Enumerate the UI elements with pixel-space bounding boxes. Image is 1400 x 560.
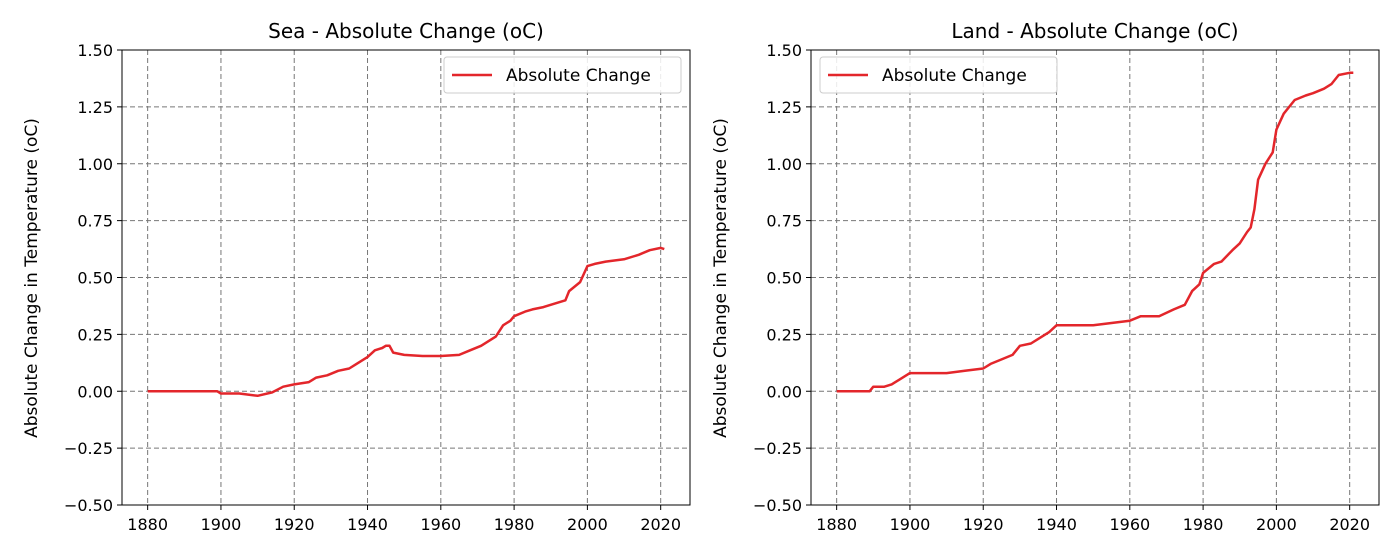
sea-x-tick-label: 1920 [274,515,315,534]
land-x-tick-label: 2020 [1329,515,1370,534]
sea-y-tick-label: 0.50 [77,269,113,288]
land-y-tick-label: 0.50 [766,269,802,288]
sea-x-tick-label: 1880 [127,515,168,534]
land-legend: Absolute Change [819,56,1058,94]
land-chart: Land - Absolute Change (oC) Absolute Cha… [711,19,1380,534]
land-x-tick-label: 1900 [890,515,931,534]
land-x-tick-label: 1940 [1036,515,1077,534]
sea-legend-box [443,56,682,94]
land-y-tick-label: 0.00 [766,382,802,401]
sea-x-tick-label: 1900 [201,515,242,534]
sea-y-tick-label: −0.50 [64,496,113,515]
land-x-tick-label: 1920 [963,515,1004,534]
sea-ticks: 1880 1900 1920 1940 1960 1980 2000 2020 −0.50 −0.… [64,41,681,534]
sea-y-axis-label: Absolute Change in Temperature (oC) [22,118,42,438]
land-x-tick-label: 2000 [1256,515,1297,534]
sea-y-tick-label: 0.75 [77,212,113,231]
sea-x-tick-label: 1960 [420,515,461,534]
sea-y-tick-label: 1.50 [77,41,113,60]
land-ticks: 1880 1900 1920 1940 1960 1980 2000 2020 −0.50 −0.… [753,41,1370,534]
land-x-tick-label: 1980 [1183,515,1224,534]
land-x-tick-label: 1880 [816,515,857,534]
sea-y-tick-label: 0.25 [77,325,113,344]
land-legend-label: Absolute Change [882,66,1027,86]
sea-legend-label: Absolute Change [506,66,651,86]
sea-x-tick-label: 2020 [640,515,681,534]
sea-chart-title: Sea - Absolute Change (oC) [268,19,544,43]
land-y-axis-label: Absolute Change in Temperature (oC) [711,118,731,438]
land-legend-box [819,56,1058,94]
sea-chart: Sea - Absolute Change (oC) Absolute Chan… [22,19,691,534]
land-y-tick-label: −0.50 [753,496,802,515]
land-y-tick-label: 0.75 [766,212,802,231]
sea-x-tick-label: 2000 [567,515,608,534]
sea-y-tick-label: 1.25 [77,98,113,117]
land-x-tick-label: 1960 [1109,515,1150,534]
land-series-line [836,71,1354,393]
land-y-tick-label: 1.00 [766,155,802,174]
sea-y-tick-label: −0.25 [64,439,113,458]
land-series [836,71,1354,393]
sea-series [147,246,665,398]
sea-series-line [147,246,665,398]
sea-y-tick-label: 1.00 [77,155,113,174]
sea-y-tick-label: 0.00 [77,382,113,401]
land-y-tick-label: −0.25 [753,439,802,458]
sea-x-tick-label: 1940 [347,515,388,534]
land-chart-title: Land - Absolute Change (oC) [951,19,1238,43]
land-y-tick-label: 0.25 [766,325,802,344]
sea-legend: Absolute Change [443,56,682,94]
land-y-tick-label: 1.50 [766,41,802,60]
land-y-tick-label: 1.25 [766,98,802,117]
sea-x-tick-label: 1980 [494,515,535,534]
